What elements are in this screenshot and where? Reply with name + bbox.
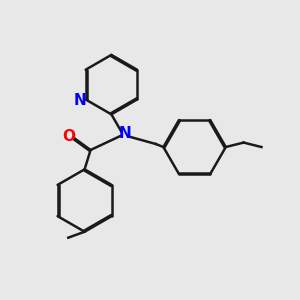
Text: N: N <box>118 126 131 141</box>
Text: N: N <box>74 94 87 109</box>
Text: O: O <box>62 129 75 144</box>
